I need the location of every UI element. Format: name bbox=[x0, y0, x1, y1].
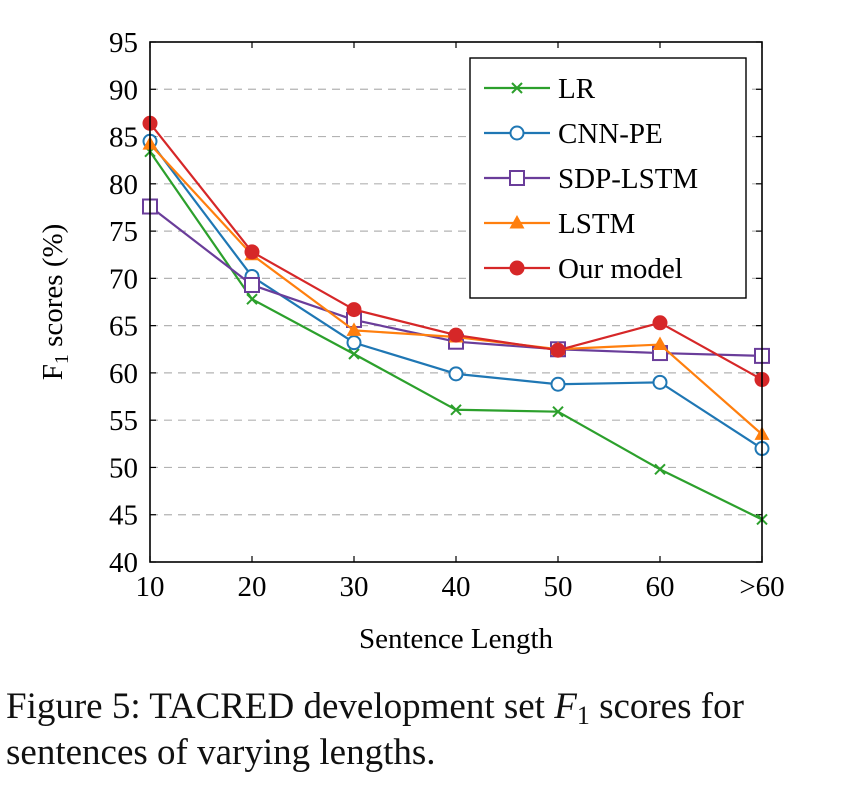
y-tick-label: 50 bbox=[109, 452, 138, 484]
legend-marker-cnn-pe bbox=[509, 125, 525, 141]
point-lstm-2 bbox=[346, 322, 362, 336]
y-tick-label: 45 bbox=[109, 500, 138, 532]
legend-entry-our-model: Our model bbox=[484, 253, 683, 285]
x-axis-ticks: 10 20 30 40 50 60 >60 bbox=[136, 42, 785, 603]
point-lr-1 bbox=[246, 293, 258, 305]
point-lr-5 bbox=[654, 463, 666, 476]
legend-label: Our model bbox=[558, 253, 683, 285]
x-tick-label: 10 bbox=[136, 571, 165, 603]
x-tick-label: 50 bbox=[544, 571, 573, 603]
x-tick-label: 60 bbox=[646, 571, 675, 603]
point-cnn-pe-5 bbox=[652, 374, 668, 390]
point-cnn-pe-2 bbox=[346, 335, 362, 351]
legend-marker-lstm bbox=[509, 215, 525, 229]
y-tick-label: 80 bbox=[109, 169, 138, 201]
point-sdp-lstm-1 bbox=[244, 276, 260, 293]
point-our-model-5 bbox=[652, 315, 668, 331]
x-axis-label: Sentence Length bbox=[359, 623, 554, 655]
x-tick-label: >60 bbox=[739, 571, 784, 603]
y-tick-label: 70 bbox=[109, 263, 138, 295]
y-tick-label: 40 bbox=[109, 547, 138, 579]
y-tick-label: 85 bbox=[109, 122, 138, 154]
x-tick-label: 40 bbox=[442, 571, 471, 603]
legend-marker-lr bbox=[511, 82, 523, 94]
legend-marker-our-model bbox=[509, 260, 525, 276]
y-axis-label: F1 scores (%) bbox=[37, 224, 73, 381]
point-lstm-5 bbox=[652, 336, 668, 351]
legend-entry-lr: LR bbox=[484, 73, 596, 105]
y-tick-label: 55 bbox=[109, 405, 138, 437]
legend-entry-lstm: LSTM bbox=[484, 208, 635, 240]
y-tick-label: 65 bbox=[109, 311, 138, 343]
point-cnn-pe-4 bbox=[550, 376, 566, 392]
point-lr-2 bbox=[348, 348, 360, 360]
legend-entry-sdp-lstm: SDP-LSTM bbox=[484, 163, 698, 195]
point-lr-4 bbox=[552, 405, 564, 418]
f1-by-sentence-length-chart: 40 45 50 55 60 65 70 75 80 85 90 95 10 20 30 40 50 60 >60… bbox=[37, 27, 785, 655]
point-our-model-1 bbox=[244, 244, 260, 260]
point-lr-3 bbox=[450, 404, 462, 416]
y-tick-label: 60 bbox=[109, 358, 138, 390]
point-our-model-4 bbox=[550, 342, 566, 358]
plot-frame bbox=[149, 41, 763, 563]
y-tick-label: 90 bbox=[109, 74, 138, 106]
y-tick-label: 95 bbox=[109, 27, 138, 59]
x-tick-label: 30 bbox=[340, 571, 369, 603]
x-tick-label: 20 bbox=[238, 571, 267, 603]
point-our-model-3 bbox=[448, 327, 464, 343]
y-axis-ticks: 40 45 50 55 60 65 70 75 80 85 90 95 bbox=[109, 27, 762, 579]
y-tick-label: 75 bbox=[109, 216, 138, 248]
point-our-model-2 bbox=[346, 302, 362, 318]
legend-marker-sdp-lstm bbox=[509, 170, 525, 186]
legend-label: SDP-LSTM bbox=[558, 163, 698, 195]
point-cnn-pe-3 bbox=[448, 366, 464, 382]
legend-label: LSTM bbox=[558, 208, 635, 240]
figure-caption: Figure 5: TACRED development set F1 scor… bbox=[6, 686, 744, 773]
legend-label: CNN-PE bbox=[558, 118, 663, 150]
series-layer bbox=[142, 115, 770, 526]
legend: LR CNN-PE SDP-LSTM LSTM Our model bbox=[469, 57, 747, 299]
series-our-model bbox=[142, 115, 770, 388]
legend-entry-cnn-pe: CNN-PE bbox=[484, 118, 663, 150]
legend-label: LR bbox=[558, 73, 596, 105]
